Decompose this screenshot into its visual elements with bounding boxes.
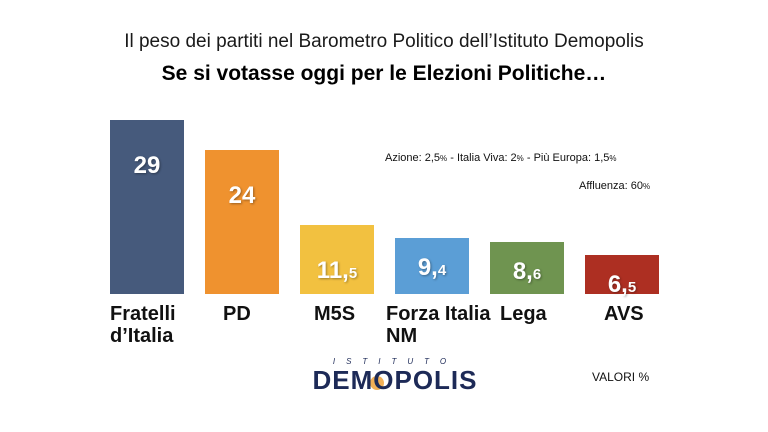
logo-main-text: DEMOPOLIS: [312, 365, 478, 395]
category-label: AVS: [604, 303, 644, 325]
notes-minor-parties: Azione: 2,5% - Italia Viva: 2% - Più Eur…: [385, 152, 617, 164]
bar-value-label: 24: [228, 182, 256, 209]
bar-value-label: 11,5: [316, 257, 358, 284]
bar-0: 29: [110, 120, 184, 294]
category-label: Lega: [500, 303, 547, 325]
bar-1: 24: [205, 150, 279, 294]
chart-subtitle: Il peso dei partiti nel Barometro Politi…: [124, 31, 644, 52]
bar-4: 8,6: [490, 242, 564, 294]
bar-value-label: 9,4: [417, 254, 447, 281]
bar-value-label: 8,6: [512, 258, 542, 285]
demopolis-logo: ISTITUTO DEMOPOLIS: [295, 357, 495, 395]
notes-turnout: Affluenza: 60%: [579, 180, 651, 192]
category-label: M5S: [314, 303, 356, 325]
bar-2: 11,5: [300, 225, 374, 294]
category-label: Forza Italia NM: [386, 303, 491, 347]
logo-dot-icon: [370, 376, 384, 390]
bar-value-label: 29: [133, 152, 161, 179]
category-label: PD: [223, 303, 251, 325]
chart-title: Se si votasse oggi per le Elezioni Polit…: [161, 62, 607, 85]
bar-3: 9,4: [395, 238, 469, 294]
units-label: VALORI %: [592, 370, 650, 384]
logo-top-text: ISTITUTO: [332, 357, 458, 366]
bar-value-label: 6,5: [607, 271, 637, 298]
category-label: Fratelli d’Italia: [110, 303, 176, 347]
bar-5: 6,5: [585, 255, 659, 298]
